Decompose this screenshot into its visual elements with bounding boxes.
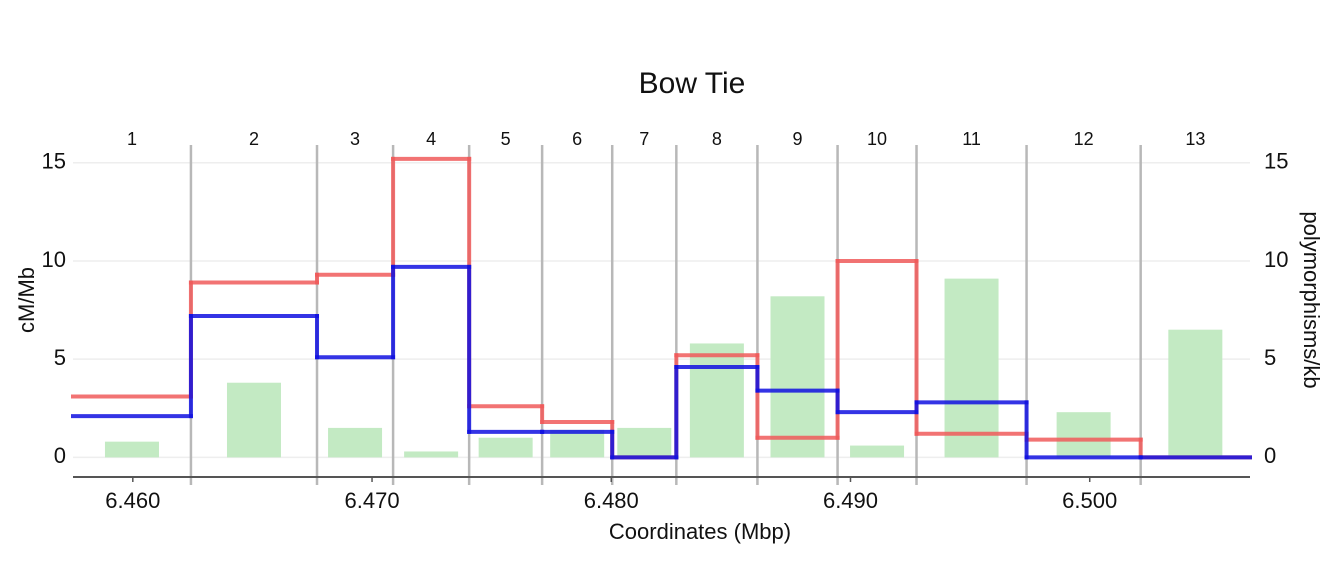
y2-axis-label: polymorphisms/kb (1299, 211, 1324, 388)
x-tick-label: 6.460 (105, 488, 160, 513)
bar (944, 278, 999, 458)
bar (617, 427, 672, 458)
bar (404, 451, 459, 458)
y-tick-label: 10 (42, 247, 66, 272)
y2-tick-label: 15 (1264, 149, 1288, 174)
y-tick-label: 5 (54, 345, 66, 370)
x-tick-label: 6.490 (823, 488, 878, 513)
window-label: 13 (1185, 129, 1205, 149)
window-label: 8 (712, 129, 722, 149)
x-tick-label: 6.500 (1062, 488, 1117, 513)
bar (1056, 412, 1111, 458)
window-label: 12 (1074, 129, 1094, 149)
bar (850, 445, 905, 458)
window-label: 9 (792, 129, 802, 149)
window-label: 3 (350, 129, 360, 149)
bar (550, 429, 605, 458)
window-label: 6 (572, 129, 582, 149)
y2-tick-label: 0 (1264, 443, 1276, 468)
chart-title: Bow Tie (639, 67, 746, 100)
x-tick-label: 6.480 (584, 488, 639, 513)
y-tick-label: 15 (42, 149, 66, 174)
y-axis-label: cM/Mb (14, 267, 39, 333)
window-label: 10 (867, 129, 887, 149)
x-tick-label: 6.470 (345, 488, 400, 513)
x-axis-label: Coordinates (Mbp) (609, 519, 791, 544)
bar (1168, 329, 1223, 458)
y-tick-label: 0 (54, 443, 66, 468)
y2-tick-label: 5 (1264, 345, 1276, 370)
window-label: 1 (127, 129, 137, 149)
window-label: 5 (501, 129, 511, 149)
window-label: 2 (249, 129, 259, 149)
bar (328, 427, 383, 458)
bar (689, 343, 744, 458)
bar (226, 382, 281, 458)
bar (104, 441, 159, 458)
window-label: 11 (962, 129, 981, 149)
window-label: 4 (426, 129, 436, 149)
window-label: 7 (639, 129, 649, 149)
bar (478, 437, 533, 458)
bar (770, 296, 825, 458)
y2-tick-label: 10 (1264, 247, 1288, 272)
